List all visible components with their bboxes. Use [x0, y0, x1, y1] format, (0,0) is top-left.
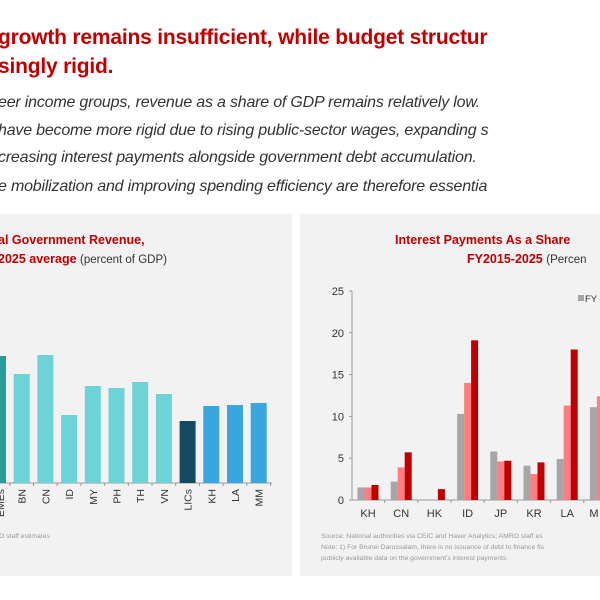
interest-bar-kr-s2 [530, 474, 538, 500]
interest-y-label-10: 10 [332, 411, 344, 423]
revenue-chart-source: O staff estimates [0, 533, 50, 540]
interest-chart-title-2: FY2015-2025 (Percen [467, 252, 587, 266]
interest-bar-kr-s1 [523, 465, 531, 500]
revenue-bar-cn [37, 355, 54, 483]
interest-chart-note-3: publicly available data on the governmen… [321, 555, 509, 562]
interest-x-label-hk: HK [427, 508, 443, 520]
interest-chart-title-1: Interest Payments As a Share [395, 233, 571, 247]
revenue-bar-la [227, 405, 243, 483]
interest-bar-kh-s2 [364, 487, 372, 500]
interest-bar-la-s3 [570, 349, 578, 500]
interest-x-label-cn: CN [393, 508, 409, 520]
revenue-bar-mm [250, 403, 267, 483]
revenue-x-label-kh: KH [206, 489, 218, 504]
revenue-bar-vn [155, 394, 172, 483]
revenue-chart-title-period: 2025 average [0, 252, 77, 266]
revenue-chart-title-1: al Government Revenue, [0, 233, 145, 247]
interest-chart-subtitle: (Percen [546, 254, 587, 266]
interest-y-label-25: 25 [332, 286, 344, 298]
interest-y-label-20: 20 [332, 328, 344, 340]
bullet-3: creasing interest payments alongside gov… [0, 149, 477, 166]
interest-legend-label: FY [585, 294, 598, 305]
interest-x-label-m: M [589, 508, 598, 520]
interest-x-label-jp: JP [494, 508, 507, 520]
interest-bar-jp-s3 [504, 460, 512, 500]
interest-bar-hk-s3 [437, 489, 445, 500]
bullet-4: e mobilization and improving spending ef… [0, 178, 488, 195]
slide-title-line1: growth remains insufficient, while budge… [0, 26, 488, 49]
interest-x-label-id: ID [462, 508, 473, 520]
slide-title-line2: singly rigid. [0, 55, 114, 78]
revenue-bar-ph [108, 388, 125, 483]
interest-x-label-la: LA [560, 508, 574, 520]
revenue-bar-emes [0, 356, 6, 483]
interest-bar-cn-s1 [390, 481, 398, 500]
bullet-1: eer income groups, revenue as a share of… [0, 94, 481, 111]
interest-bar-la-s2 [563, 405, 571, 500]
revenue-x-label-id: ID [64, 489, 76, 500]
interest-x-label-kr: KR [526, 508, 541, 520]
bullet-2: have become more rigid due to rising pub… [0, 122, 489, 139]
interest-bar-m-s2 [596, 396, 600, 500]
interest-bar-cn-s3 [404, 452, 412, 500]
revenue-chart-title-2: 2025 average (percent of GDP) [0, 252, 167, 266]
interest-bar-la-s1 [556, 459, 564, 500]
interest-y-label-0: 0 [338, 495, 344, 507]
interest-bar-jp-s1 [490, 451, 498, 500]
interest-bar-id-s3 [471, 340, 479, 500]
interest-bar-m-s1 [589, 407, 597, 500]
interest-y-label-5: 5 [338, 453, 344, 465]
interest-bar-cn-s2 [397, 467, 405, 500]
interest-bar-id-s1 [457, 413, 465, 500]
interest-chart-note-1: Source: National authorities via CEIC an… [321, 533, 543, 540]
revenue-bar-id [61, 415, 78, 483]
revenue-x-label-my: MY [88, 489, 100, 505]
revenue-bar-th [132, 382, 149, 483]
interest-bar-kh-s1 [357, 487, 365, 500]
interest-chart-panel [300, 214, 600, 576]
revenue-x-label-mm: MM [254, 489, 266, 507]
interest-bar-jp-s2 [497, 461, 505, 500]
revenue-x-label-th: TH [135, 489, 147, 503]
revenue-bar-lics [179, 421, 196, 483]
revenue-bar-my [84, 386, 101, 483]
interest-bar-kr-s3 [537, 462, 545, 500]
revenue-x-label-cn: CN [40, 489, 52, 504]
revenue-x-label-vn: VN [159, 489, 171, 504]
revenue-bar-kh [203, 406, 220, 483]
revenue-x-label-bn: BN [17, 489, 29, 504]
revenue-chart-subtitle: (percent of GDP) [80, 254, 167, 266]
revenue-bar-bn [13, 374, 30, 483]
interest-y-label-15: 15 [332, 370, 344, 382]
interest-x-label-kh: KH [360, 508, 375, 520]
interest-chart-title-period: FY2015-2025 [467, 252, 543, 266]
revenue-x-label-emes: EMEs [0, 489, 7, 517]
interest-legend-swatch [578, 295, 584, 301]
interest-bar-kh-s3 [371, 484, 379, 500]
interest-chart-note-2: Note: 1) For Brunei Darussalam, there is… [321, 544, 544, 551]
revenue-x-label-la: LA [230, 489, 242, 502]
interest-bar-id-s2 [464, 382, 472, 500]
revenue-x-label-lics: LICs [183, 489, 195, 511]
revenue-x-label-ph: PH [112, 489, 124, 504]
